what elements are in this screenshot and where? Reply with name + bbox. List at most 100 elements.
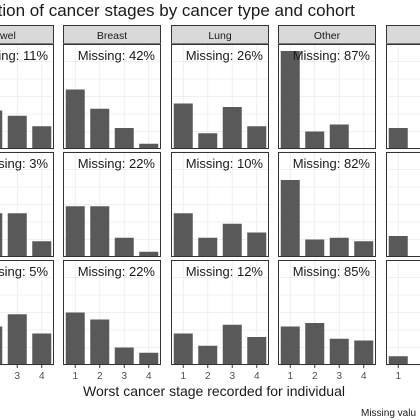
- bar: [329, 124, 349, 149]
- x-axis-title: Worst cancer stage recorded for individu…: [83, 383, 345, 399]
- facet-strip: [171, 25, 269, 44]
- bar: [65, 312, 85, 365]
- panel-border: [63, 152, 161, 257]
- missing-label: Missing: 82%: [293, 156, 371, 171]
- bar: [305, 239, 325, 257]
- facet-strip: [386, 25, 420, 44]
- bar: [198, 133, 218, 149]
- bar: [222, 324, 242, 365]
- bar: [0, 326, 3, 365]
- x-tick-label: 4: [39, 371, 45, 382]
- bar: [7, 213, 27, 257]
- bar: [388, 128, 408, 149]
- panel-border: [0, 152, 54, 257]
- bar: [139, 143, 159, 149]
- bar: [173, 213, 193, 257]
- bar: [222, 107, 242, 149]
- panel-border: [386, 152, 420, 257]
- bar: [65, 89, 85, 149]
- bar: [329, 338, 349, 365]
- bar: [0, 213, 3, 257]
- bar: [114, 237, 134, 257]
- bar: [7, 115, 27, 149]
- x-tick-label: 2: [205, 371, 211, 382]
- x-tick-label: 1: [72, 371, 78, 382]
- panel-border: [278, 44, 376, 149]
- x-tick-label: 2: [97, 371, 103, 382]
- panel-border: [386, 260, 420, 365]
- panel-border: [171, 152, 269, 257]
- bar: [173, 103, 193, 149]
- missing-label: Missing: 22%: [78, 264, 156, 279]
- facet-strip-label: Lung: [208, 30, 232, 42]
- missing-label: Missing: 3%: [0, 156, 48, 171]
- caption: Missing valu: [361, 408, 416, 419]
- panel-border: [171, 260, 269, 365]
- facet-strip-label: Breast: [97, 30, 127, 42]
- panel-border: [171, 44, 269, 149]
- x-tick-label: 4: [361, 371, 367, 382]
- bar: [305, 131, 325, 149]
- x-tick-label: 4: [146, 371, 152, 382]
- x-tick-label: 1: [180, 371, 186, 382]
- bar: [139, 251, 159, 257]
- x-tick-label: 4: [254, 371, 260, 382]
- bar: [247, 126, 267, 149]
- x-tick-label: 3: [336, 371, 342, 382]
- missing-label: Missing: 42%: [78, 48, 156, 63]
- facet-strip-label: Other: [314, 30, 341, 42]
- x-tick-label: 3: [14, 371, 20, 382]
- bar: [305, 323, 325, 365]
- missing-label: Missing: 12%: [186, 264, 264, 279]
- x-tick-label: 1: [287, 371, 293, 382]
- bar: [354, 340, 374, 365]
- bar: [90, 319, 110, 365]
- panel-border: [278, 152, 376, 257]
- bar: [247, 232, 267, 257]
- bar: [280, 326, 300, 365]
- facet-strip: [278, 25, 376, 44]
- bar: [32, 126, 52, 149]
- x-tick-label: 3: [229, 371, 235, 382]
- missing-label: Missing: 11%: [0, 48, 48, 63]
- bar: [114, 128, 134, 149]
- panel-border: [63, 44, 161, 149]
- bar: [139, 352, 159, 365]
- missing-label: Missing: 5%: [0, 264, 48, 279]
- x-tick-label: 1: [395, 371, 401, 382]
- bar: [173, 333, 193, 365]
- panel-border: [0, 44, 54, 149]
- panel-border: [278, 260, 376, 365]
- panel-border: [386, 44, 420, 149]
- facet-strip: [0, 25, 54, 44]
- bar: [7, 314, 27, 365]
- bar: [90, 108, 110, 149]
- bar: [247, 337, 267, 365]
- facet-strip: [63, 25, 161, 44]
- bar: [198, 237, 218, 257]
- missing-label: Missing: 22%: [78, 156, 156, 171]
- missing-label: Missing: 87%: [293, 48, 371, 63]
- bar: [222, 223, 242, 257]
- bar: [354, 241, 374, 257]
- bar: [280, 180, 300, 257]
- missing-label: Missing: 85%: [293, 264, 371, 279]
- bar: [32, 241, 52, 257]
- missing-label: Missing: 26%: [186, 48, 264, 63]
- chart-title: rtion of cancer stages by cancer type an…: [0, 1, 355, 20]
- panel-border: [63, 260, 161, 365]
- facet-strip-label: owel: [0, 30, 16, 42]
- x-tick-label: 3: [121, 371, 127, 382]
- bar: [114, 347, 134, 365]
- x-tick-label: 2: [312, 371, 318, 382]
- bar: [280, 51, 300, 149]
- bar: [329, 237, 349, 257]
- missing-label: Missing: 10%: [186, 156, 264, 171]
- bar: [90, 206, 110, 257]
- bar: [0, 110, 3, 149]
- panel-border: [0, 260, 54, 365]
- bar: [65, 206, 85, 257]
- bar: [32, 333, 52, 365]
- bar: [388, 356, 408, 365]
